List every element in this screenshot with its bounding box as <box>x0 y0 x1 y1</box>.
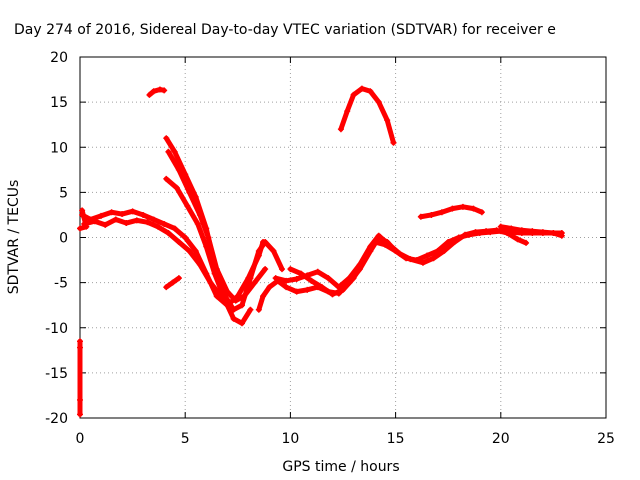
y-axis-label: SDTVAR / TECUs <box>6 180 22 295</box>
data-trace <box>165 149 182 173</box>
data-trace <box>170 275 182 286</box>
data-trace <box>382 242 399 254</box>
y-tick-label: -20 <box>45 411 68 427</box>
data-trace <box>239 307 253 326</box>
data-series-8 <box>163 275 182 291</box>
data-trace <box>344 92 357 114</box>
axis-ticks: 0 5 10 15 20 25 -20 -15 -10 -5 0 5 10 15 20 <box>45 50 615 447</box>
data-trace <box>252 266 268 286</box>
y-tick-label: -5 <box>54 276 68 292</box>
y-tick-label: 5 <box>59 185 68 201</box>
x-tick-label: 0 <box>76 431 85 447</box>
data-trace <box>376 99 390 123</box>
data-trace <box>174 185 190 209</box>
data-series-12 <box>337 85 397 146</box>
data-point <box>247 306 254 313</box>
data-point <box>175 275 182 282</box>
data-trace <box>186 189 203 218</box>
data-trace <box>197 262 213 286</box>
data-trace <box>207 280 224 299</box>
data-point <box>77 411 83 418</box>
data-point <box>390 139 397 146</box>
data-trace <box>79 207 89 230</box>
data-trace <box>214 266 230 295</box>
data-series-14 <box>497 223 565 236</box>
data-trace <box>271 248 285 272</box>
data-marks <box>77 85 565 418</box>
data-point <box>79 207 86 214</box>
data-trace <box>361 239 378 263</box>
chart-title: Day 274 of 2016, Sidereal Day-to-day VTE… <box>14 22 556 38</box>
data-trace <box>340 275 357 293</box>
data-trace <box>197 212 211 240</box>
data-series-3 <box>163 175 254 327</box>
data-point <box>161 87 168 94</box>
data-trace <box>256 239 266 259</box>
plot-frame <box>79 56 607 419</box>
data-point <box>260 239 267 246</box>
data-trace <box>241 280 258 299</box>
data-trace <box>203 244 218 277</box>
data-series-15 <box>77 338 83 418</box>
x-axis-label: GPS time / hours <box>282 459 399 475</box>
data-trace <box>218 293 234 311</box>
grid-lines <box>80 57 606 418</box>
data-point <box>558 229 565 236</box>
data-series-1 <box>146 86 168 98</box>
data-trace <box>182 235 199 254</box>
y-tick-label: -15 <box>45 366 68 382</box>
data-trace <box>195 221 209 250</box>
data-trace <box>338 108 350 132</box>
data-trace <box>184 203 201 227</box>
x-tick-label: 5 <box>181 431 190 447</box>
data-point <box>392 248 399 255</box>
y-tick-label: 20 <box>50 50 68 66</box>
data-point <box>262 266 269 273</box>
data-trace <box>384 117 396 146</box>
data-series-7 <box>77 207 90 232</box>
y-tick-label: 10 <box>50 140 68 156</box>
data-trace <box>176 167 192 195</box>
data-trace <box>182 171 199 200</box>
data-trace <box>186 248 203 268</box>
data-point <box>478 209 485 216</box>
data-trace <box>163 135 178 155</box>
x-tick-label: 15 <box>387 431 405 447</box>
data-series-13 <box>417 203 485 220</box>
data-trace <box>205 235 220 272</box>
data-point <box>278 266 285 273</box>
x-tick-label: 10 <box>281 431 299 447</box>
y-tick-label: 15 <box>50 95 68 111</box>
data-trace <box>172 149 188 177</box>
data-series-11 <box>287 239 399 298</box>
data-trace <box>351 257 367 281</box>
data-trace <box>235 275 251 299</box>
y-tick-label: -10 <box>45 321 68 337</box>
y-tick-label: 0 <box>59 231 68 247</box>
data-series-4 <box>165 148 269 304</box>
x-tick-label: 25 <box>597 431 615 447</box>
data-point <box>523 239 530 246</box>
data-point <box>228 304 235 311</box>
x-tick-label: 20 <box>492 431 510 447</box>
data-trace <box>245 253 262 281</box>
